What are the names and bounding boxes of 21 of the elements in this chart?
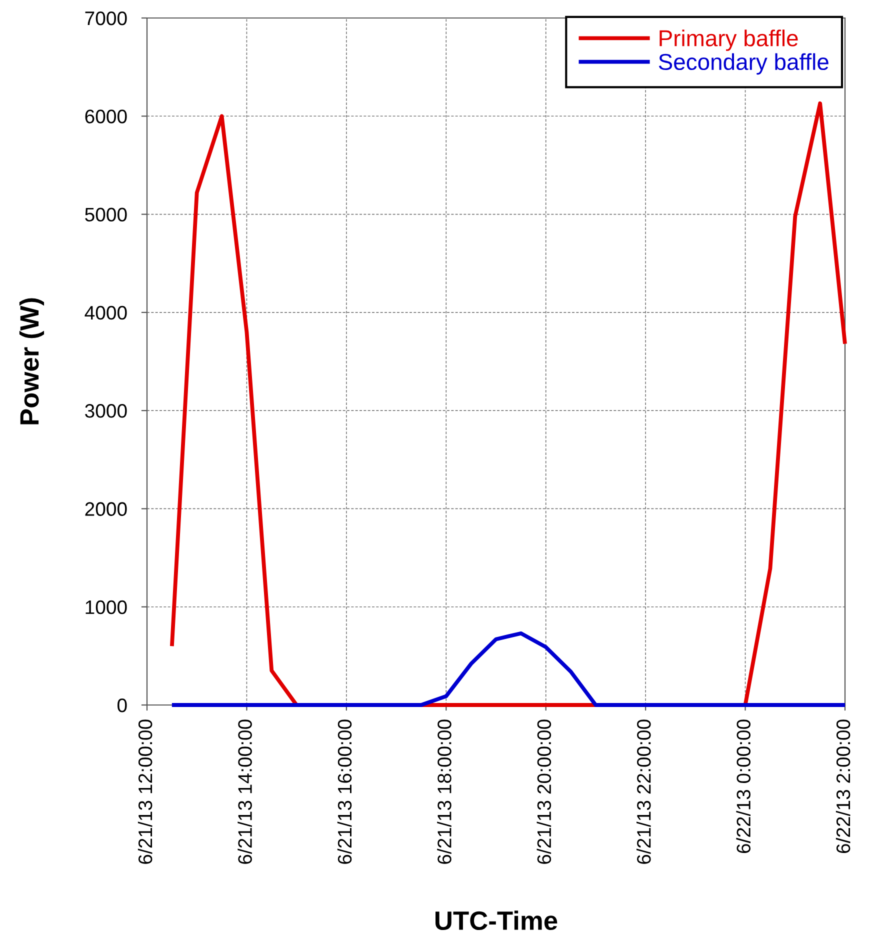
legend-label: Secondary baffle (658, 53, 828, 75)
y-tick-label: 3000 (85, 404, 127, 418)
x-tick-label: 6/21/13 14:00:00 (238, 720, 252, 864)
x-tick-label: 6/21/13 22:00:00 (636, 720, 651, 864)
x-tick-label: 6/22/13 2:00:00 (836, 720, 850, 854)
x-tick-label: 6/21/13 16:00:00 (337, 720, 352, 864)
x-tick-label: 6/21/13 20:00:00 (536, 720, 552, 864)
y-tick-label: 7000 (85, 11, 127, 26)
x-tick-label: 6/21/13 12:00:00 (138, 720, 152, 864)
y-tick-label: 5000 (85, 208, 127, 222)
y-tick-label: 4000 (84, 306, 127, 320)
x-tick-label: 6/21/13 18:00:00 (437, 720, 452, 864)
y-tick-label: 0 (118, 698, 127, 712)
legend-label: Primary baffle (660, 30, 798, 51)
y-tick-label: 2000 (85, 502, 127, 516)
y-tick-label: 6000 (85, 110, 127, 124)
x-tick-label: 6/22/13 0:00:00 (736, 720, 751, 854)
line-series (170, 631, 847, 707)
x-axis-title: UTC-Time (436, 910, 558, 930)
y-tick-label: 1000 (86, 600, 127, 614)
y-axis-title: Power (W) (19, 298, 44, 424)
